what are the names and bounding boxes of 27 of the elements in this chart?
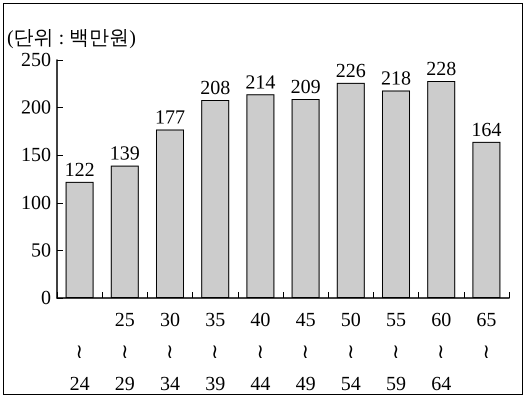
y-tick-label: 200 [21,96,51,119]
y-tick-label: 0 [41,287,51,309]
x-tick-label: 55 ≀ 59 [386,309,406,395]
data-label: 177 [155,106,185,128]
data-label: 209 [290,76,321,98]
x-tick-label: 30 ≀ 34 [160,309,180,395]
data-label: 228 [426,58,456,80]
x-tick-label: 45 ≀ 49 [296,309,316,395]
x-tick-label: 60 ≀ 64 [431,309,452,395]
data-label: 208 [200,76,230,99]
data-label: 226 [336,60,366,82]
y-tick-label: 50 [31,239,51,262]
x-tick-label: 40 ≀ 44 [250,309,270,395]
y-tick-label: 150 [21,144,51,166]
data-label: 214 [245,71,276,94]
x-tick-label: 65 ≀ [476,309,496,363]
x-tick-label: 25 ≀ 29 [114,309,135,395]
y-axis-title: (단위 : 백만원) [7,27,136,49]
x-tick-label: ≀ 24 [70,341,90,395]
data-label: 122 [64,158,95,181]
data-label: 164 [471,118,502,141]
x-tick-label: 50 ≀ 54 [340,309,361,395]
y-tick-label: 250 [21,49,51,71]
x-tick-label: 35 ≀ 39 [205,309,226,395]
data-label: 218 [381,67,411,90]
data-label: 139 [110,142,140,165]
y-tick-label: 100 [21,192,51,214]
